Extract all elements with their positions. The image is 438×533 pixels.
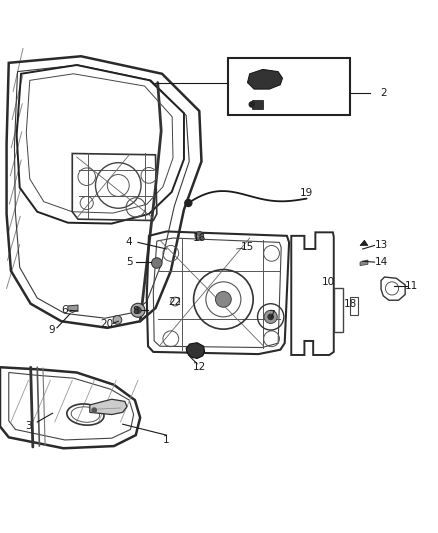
Text: 16: 16 [193, 233, 206, 243]
Polygon shape [247, 69, 283, 89]
Bar [228, 59, 350, 115]
Text: 12: 12 [193, 362, 206, 372]
Circle shape [268, 314, 273, 319]
Text: 18: 18 [344, 298, 357, 309]
Text: 15: 15 [241, 242, 254, 252]
Text: 19: 19 [300, 188, 313, 198]
Circle shape [185, 199, 192, 206]
Text: 20: 20 [101, 319, 114, 329]
Polygon shape [186, 343, 205, 359]
Polygon shape [68, 305, 78, 312]
Circle shape [264, 310, 277, 324]
Text: 6: 6 [61, 305, 68, 316]
Circle shape [195, 231, 204, 240]
Polygon shape [90, 399, 127, 415]
Circle shape [215, 292, 231, 307]
Text: 10: 10 [322, 277, 335, 287]
Text: 8: 8 [132, 306, 139, 316]
Text: 3: 3 [25, 422, 32, 431]
Text: 14: 14 [374, 257, 388, 267]
Bar [350, 297, 358, 314]
Circle shape [131, 303, 145, 317]
Text: 13: 13 [374, 240, 388, 251]
Bar [252, 100, 263, 109]
Polygon shape [360, 240, 368, 246]
Polygon shape [360, 260, 368, 265]
Circle shape [92, 408, 96, 413]
Circle shape [135, 307, 141, 313]
Circle shape [249, 102, 254, 107]
Text: 2: 2 [380, 88, 387, 99]
Text: 7: 7 [268, 310, 275, 320]
Text: 5: 5 [126, 257, 133, 267]
Text: 1: 1 [163, 434, 170, 445]
Bar [334, 288, 343, 332]
Circle shape [152, 258, 162, 268]
Text: 11: 11 [405, 281, 418, 291]
Text: 4: 4 [126, 237, 133, 247]
Text: 22: 22 [169, 297, 182, 308]
Circle shape [113, 316, 122, 324]
Text: 9: 9 [48, 325, 55, 335]
